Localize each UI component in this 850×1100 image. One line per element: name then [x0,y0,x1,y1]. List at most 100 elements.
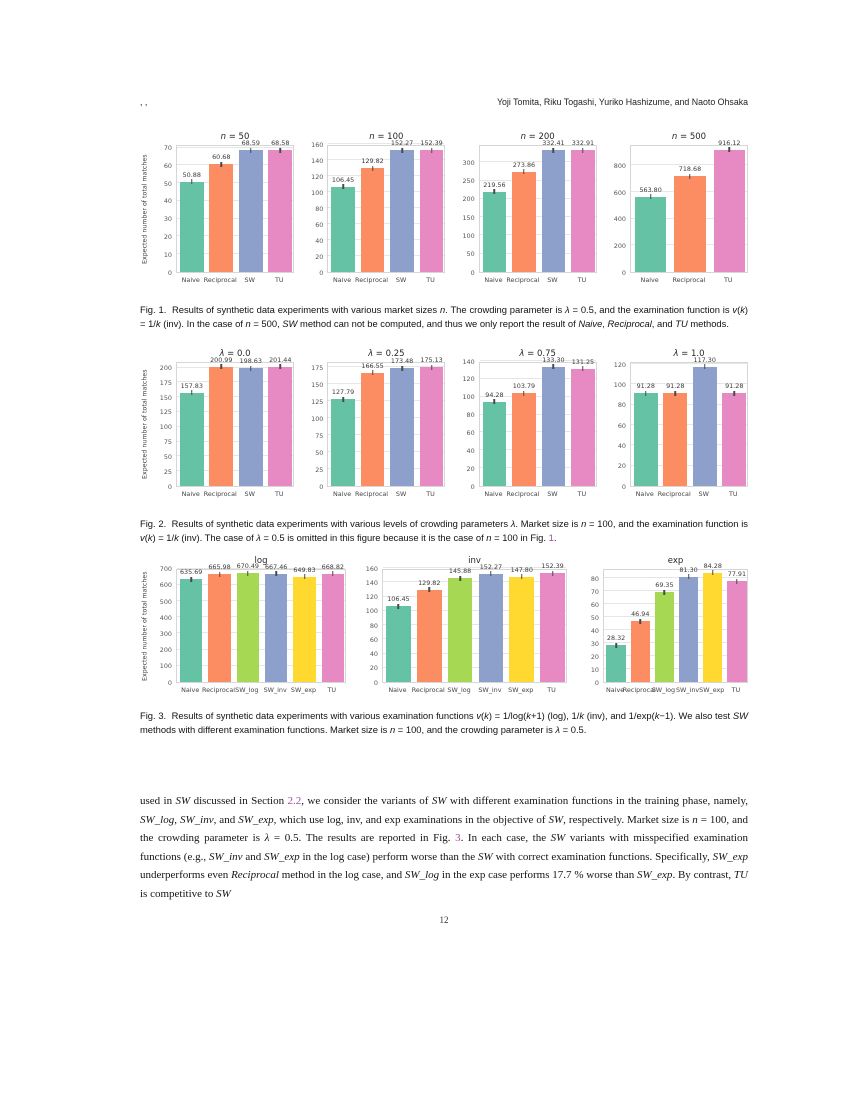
chart--0-75: λ = 0.75 94.28 103.79 133.30 131.25 0 20 40 60 80… [453,349,597,501]
bar-value-label: 91.28 [636,382,655,391]
y-tick-label: 0 [470,268,475,277]
bar-sw-inv [478,573,504,682]
italic-text: SW_exp [712,850,749,863]
error-bar [332,571,334,577]
bar-tu [419,150,444,272]
error-bar [401,147,403,153]
y-tick-label: 70 [163,144,172,153]
y-tick-label: 140 [462,357,475,366]
bar-sw [541,150,566,272]
bar-value-label: 667.46 [264,562,288,571]
italic-text: λ [264,832,270,844]
cross-reference-link[interactable]: 2.2 [287,795,302,807]
italic-text: SW [548,813,564,826]
italic-text: SW_log [404,869,440,881]
y-tick-label: 0 [167,482,172,491]
bar-reciprocal [512,171,536,272]
bar-value-label: 84.28 [703,561,722,570]
cross-reference-link[interactable]: 3 [455,832,461,844]
gridline [177,235,293,237]
italic-text: SW [175,795,191,807]
x-tick-label: Naive [332,490,352,498]
bar-value-label: 117.30 [693,355,716,364]
y-tick-label: 100 [311,414,324,423]
gridline [630,363,747,365]
bar-value-label: 106.45 [331,175,355,184]
bar-naive [386,606,411,682]
y-tick-label: 60 [617,421,626,430]
text-run: , we consider the variants of [301,795,432,807]
text-run: ( [481,710,485,721]
chart--0-25: λ = 0.25 127.79 166.55 173.48 175.13 0 25 50 75 1… [301,349,446,501]
text-run: used in [140,795,176,807]
italic-text: SW_inv [208,850,243,863]
bar-value-label: 133.30 [542,355,565,364]
chart-title: inv [468,556,481,566]
gridline [604,603,747,605]
y-axis-label: Expected number of total matches [141,571,149,681]
text-run: ( [144,531,148,543]
chart-n-50: n = 50 Expected number of total matches 50… [140,132,294,287]
chart-title-variable: λ [219,349,225,359]
running-header-authors: Yoji Tomita, Riku Togashi, Yuriko Hashiz… [496,97,748,107]
bar-value-label: 665.98 [208,563,231,572]
x-tick-label: Reciprocal [201,686,236,694]
y-tick-label: 40 [315,236,324,245]
error-bar [649,194,652,200]
y-tick-label: 80 [466,411,475,420]
bar-value-label: 103.79 [512,382,536,391]
italic-text: k [579,710,585,721]
gridline [604,668,747,670]
italic-text: SW_exp [637,869,673,881]
x-tick-label: SW_log [235,686,259,694]
bar-tu [722,393,747,486]
figure-3-charts: log Expected number of total matches 635.6… [140,556,748,697]
error-bar [250,365,252,371]
text-run: = 100 in Fig. [491,531,549,543]
bar-value-label: 152.27 [479,562,503,571]
x-tick-label: Naive [181,276,200,284]
chart-title: n = 50 [220,132,250,142]
y-tick-label: 50 [163,179,172,188]
error-bar [247,570,249,576]
text-run: , and [651,317,676,329]
x-tick-label: TU [426,490,435,498]
y-tick-label: 100 [159,423,172,432]
text-run: = 0.5 is omitted in this figure because … [260,531,487,543]
text-run: , [174,813,180,826]
error-bar [493,399,496,405]
x-tick-label: SW_exp [508,686,534,694]
gridline [479,197,596,199]
text-run: is competitive to [140,887,217,900]
x-tick-label: TU [577,276,587,284]
gridline [383,609,566,611]
y-tick-label: 50 [163,452,172,461]
y-tick-label: 20 [466,464,475,473]
bar-sw [390,368,414,486]
text-run: in the exp case performs 17.7 % worse th… [439,869,637,881]
chart-exp: exp 28.32 46.94 69.35 81.30 84.28 77.91 0 10 20 30… [577,556,748,697]
gridline [479,467,596,469]
bar-naive [482,191,507,272]
text-run: , which use log, inv, and exp examinatio… [273,813,549,826]
figure-3-caption: Fig. 3. Results of synthetic data experi… [140,709,748,736]
bar-value-label: 916.12 [718,138,741,147]
bar-value-label: 175.13 [420,356,443,365]
cross-reference-link[interactable]: 1 [548,531,554,543]
text-run: (inv). The case of [178,531,257,543]
y-tick-label: 200 [159,364,172,373]
y-tick-label: 600 [159,581,172,590]
gridline [328,239,445,240]
text-run: = 0.5, and the examination function is [569,304,733,315]
bar-value-label: 166.55 [361,361,384,370]
bar-naive [179,392,204,486]
chart-title: λ = 0.25 [368,349,405,359]
y-tick-label: 100 [365,607,378,616]
bar-value-label: 152.39 [541,562,564,571]
x-tick-label: Naive [181,490,200,498]
bar-reciprocal [674,176,706,272]
bar-value-label: 60.68 [212,153,231,162]
italic-text: n [439,304,446,315]
error-bar [615,642,617,648]
y-tick-label: 600 [613,188,626,197]
